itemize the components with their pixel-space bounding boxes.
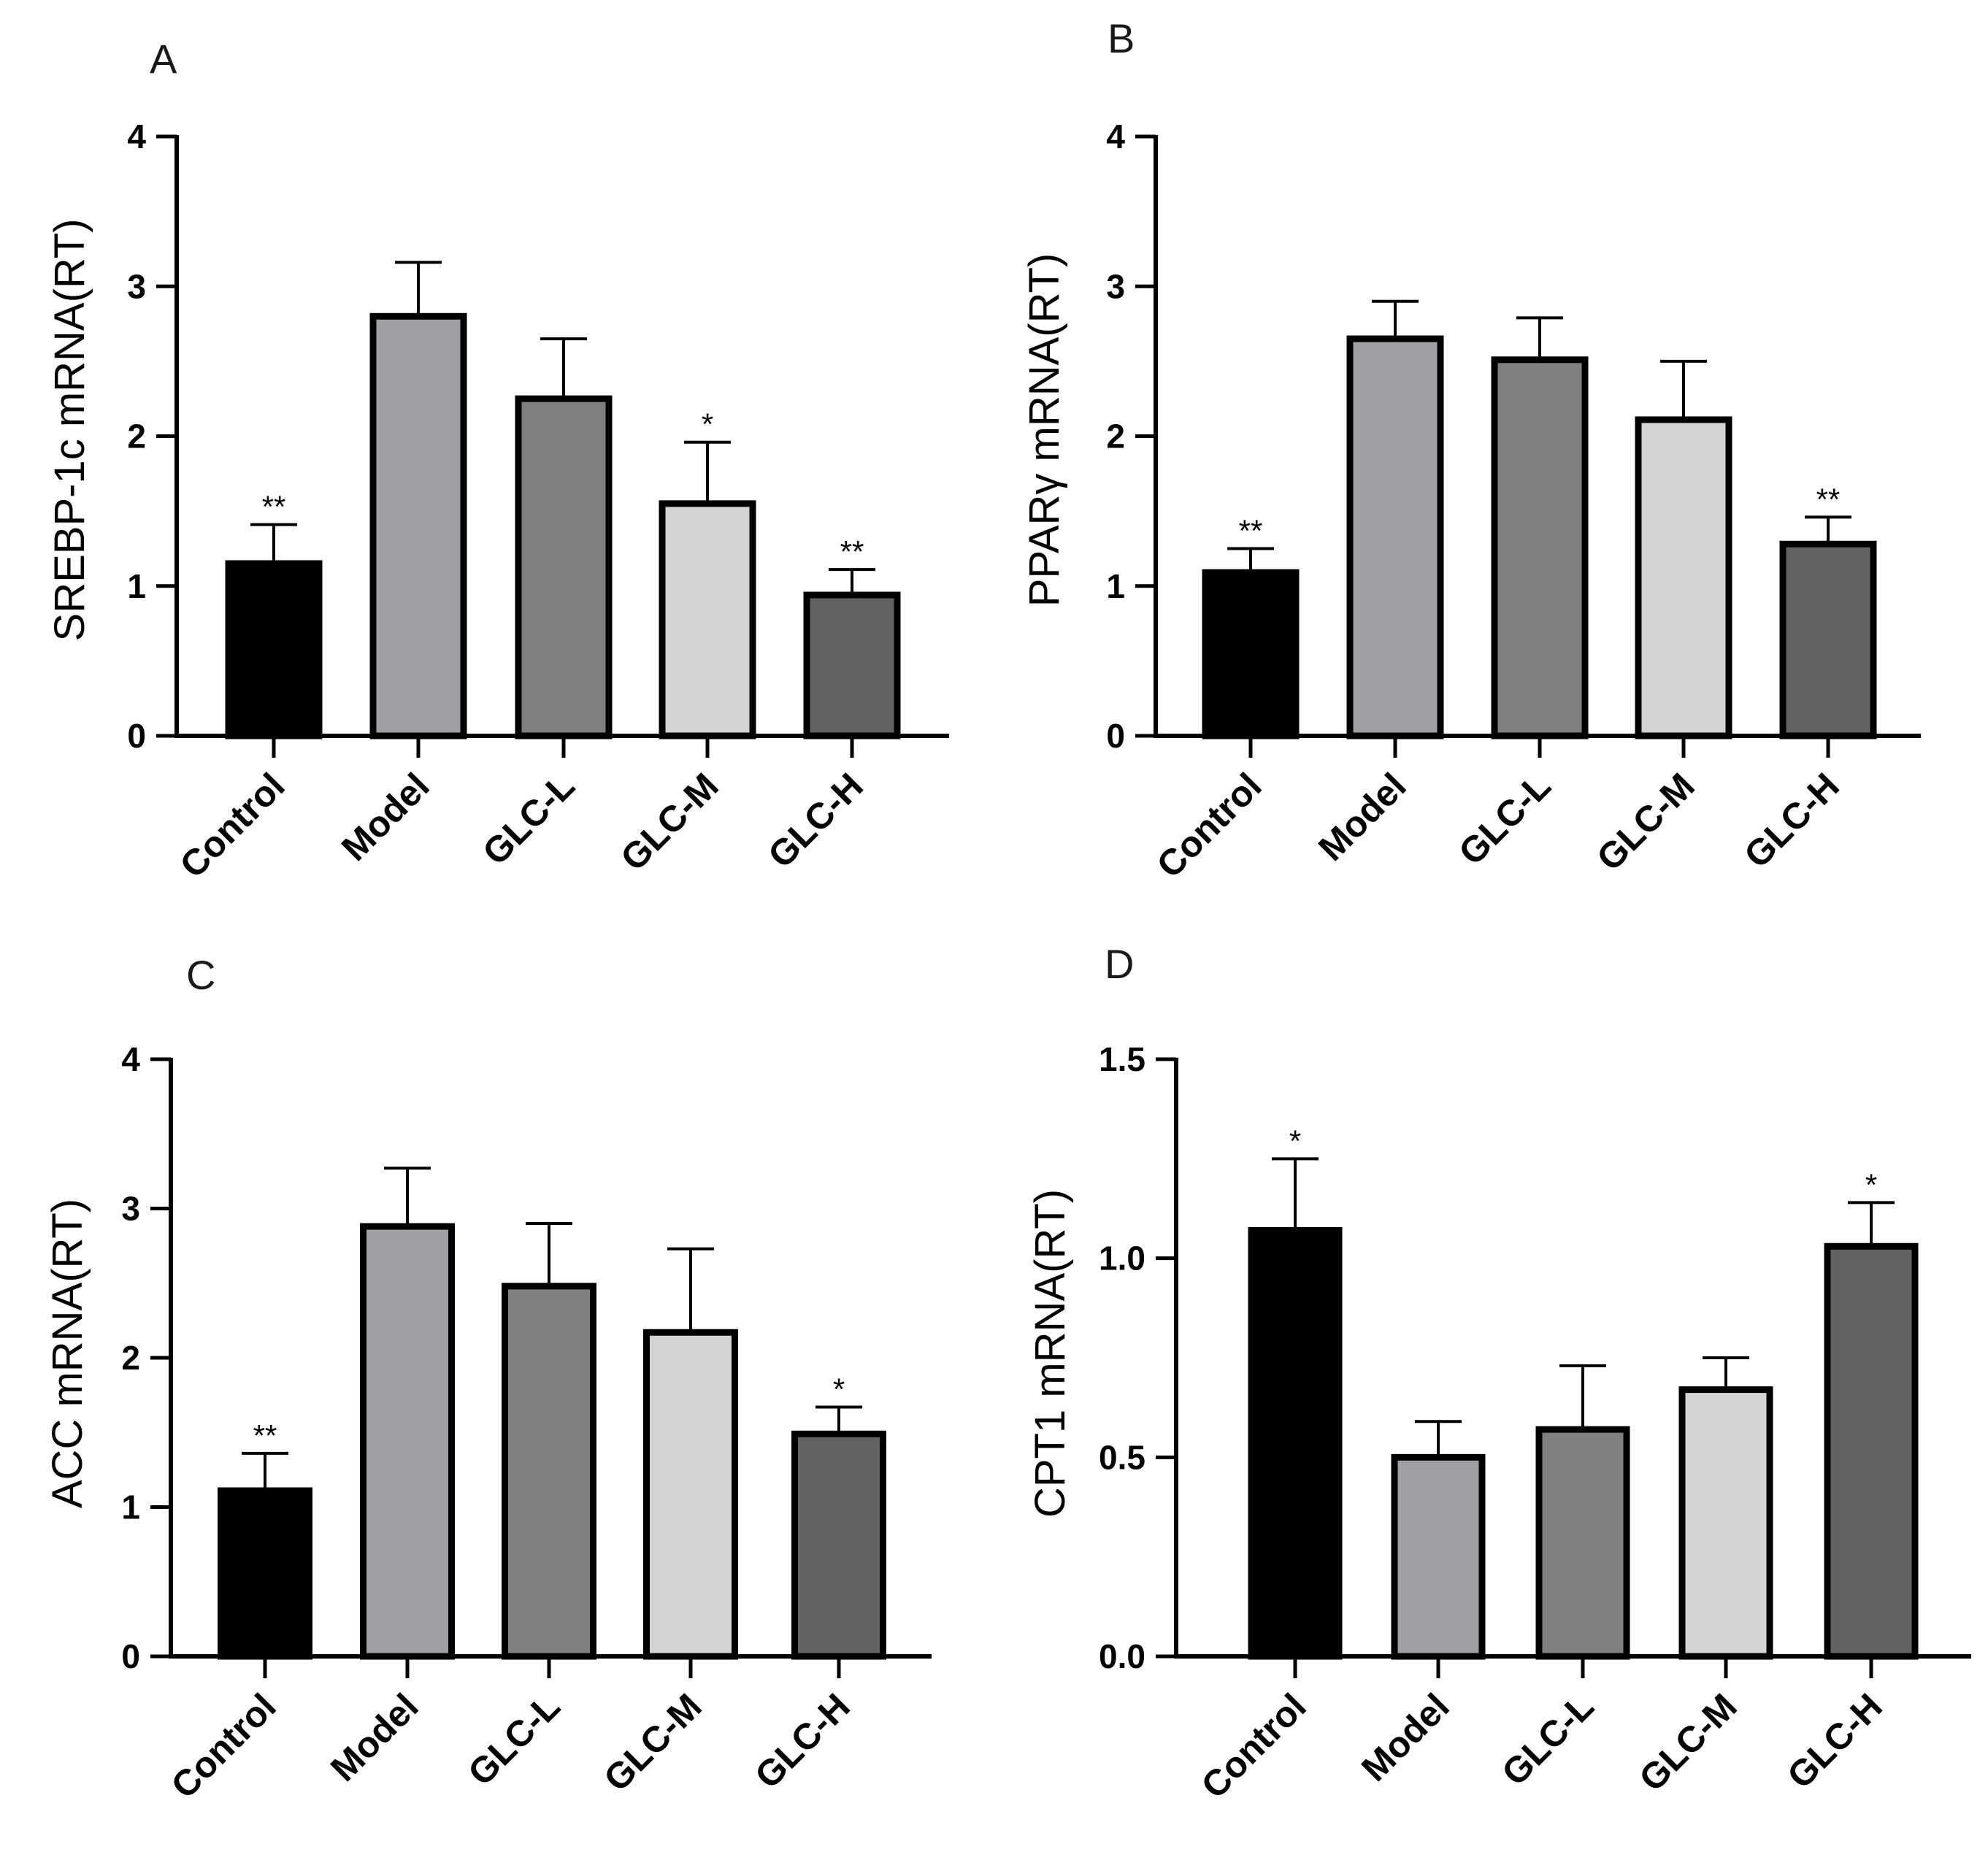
x-tick-label: Control [164, 1686, 284, 1806]
bar-glc-h [1824, 1242, 1919, 1660]
y-tick-label: 1.0 [1099, 1240, 1145, 1277]
bar-glc-l [515, 395, 613, 739]
significance-marker: ** [262, 490, 286, 524]
bar-glc-l [1491, 356, 1589, 739]
bar-glc-m [1678, 1386, 1773, 1660]
bar-control [1248, 1226, 1343, 1660]
bar-control [218, 1487, 312, 1660]
bar-model [1346, 335, 1444, 739]
x-tick-label: GLC-L [1451, 765, 1559, 873]
significance-marker: ** [1816, 482, 1841, 516]
x-tick-label: GLC-L [1494, 1686, 1602, 1794]
x-tick-label: Model [323, 1686, 426, 1789]
panel-letter: A [150, 36, 177, 82]
bar-glc-m [643, 1329, 738, 1660]
y-tick-label: 0 [127, 717, 146, 755]
y-tick-label: 0.0 [1099, 1637, 1145, 1675]
y-tick-label: 2 [1106, 418, 1125, 456]
y-tick-label: 3 [1106, 267, 1125, 305]
bar-glc-m [1635, 416, 1732, 739]
y-tick-label: 0 [121, 1637, 140, 1675]
x-tick-label: Model [1310, 765, 1414, 869]
bar-model [369, 312, 467, 739]
bar-glc-m [659, 500, 756, 739]
bar-glc-h [1779, 540, 1877, 739]
y-tick-label: 1 [127, 567, 146, 605]
y-tick-label: 4 [1106, 118, 1125, 155]
x-tick-label: GLC-H [760, 765, 871, 876]
bar-glc-l [1535, 1426, 1630, 1660]
x-tick-label: GLC-M [596, 1686, 709, 1799]
significance-marker: * [702, 407, 713, 442]
significance-marker: * [1865, 1167, 1877, 1202]
x-tick-label: GLC-L [475, 765, 583, 873]
x-tick-label: Model [334, 765, 437, 869]
bar-control [225, 560, 323, 739]
y-axis-label: SREBP-1c mRNA(RT) [46, 219, 93, 642]
x-tick-label: Control [1149, 765, 1270, 885]
significance-marker: ** [840, 534, 864, 569]
y-tick-label: 4 [121, 1040, 140, 1078]
bar-glc-h [803, 591, 901, 739]
significance-marker: * [1289, 1123, 1301, 1158]
bar-glc-l [502, 1283, 596, 1660]
x-tick-label: Model [1354, 1686, 1457, 1789]
y-tick-label: 3 [127, 267, 146, 305]
x-tick-label: GLC-L [460, 1686, 568, 1794]
y-tick-label: 1 [121, 1488, 140, 1526]
y-tick-label: 2 [127, 418, 146, 456]
panel-d: D CPT1 mRNA(RT) * * 0.0 0.5 1.0 1.5 Control Mod… [1026, 941, 1971, 1806]
bar-model [1391, 1453, 1486, 1660]
bar-glc-h [791, 1430, 886, 1660]
y-tick-label: 0.5 [1099, 1438, 1145, 1476]
y-tick-label: 0 [1106, 717, 1125, 755]
y-axis-label: PPARγ mRNA(RT) [1021, 253, 1068, 607]
y-tick-label: 1.5 [1099, 1040, 1145, 1078]
x-tick-label: GLC-H [1736, 765, 1847, 876]
significance-marker: * [833, 1372, 845, 1406]
panel-letter: C [186, 952, 215, 998]
x-tick-label: GLC-M [613, 765, 726, 878]
x-tick-label: GLC-M [1631, 1686, 1744, 1799]
bar-control [1202, 569, 1300, 739]
x-tick-label: Control [172, 765, 293, 885]
bar-model [360, 1223, 455, 1660]
y-tick-label: 3 [121, 1190, 140, 1228]
panel-b: B PPARγ mRNA(RT) ** ** 0 1 2 3 4 Control Model GL… [1021, 15, 1921, 885]
x-tick-label: Control [1194, 1686, 1314, 1806]
panel-letter: D [1105, 941, 1134, 987]
panel-letter: B [1108, 15, 1135, 61]
y-axis-label: CPT1 mRNA(RT) [1026, 1189, 1074, 1518]
y-tick-label: 1 [1106, 567, 1125, 605]
significance-marker: ** [1239, 513, 1263, 547]
significance-marker: ** [253, 1418, 277, 1453]
x-tick-label: GLC-H [747, 1686, 858, 1797]
y-tick-label: 2 [121, 1339, 140, 1377]
x-tick-label: GLC-H [1779, 1686, 1890, 1797]
y-tick-label: 4 [127, 118, 146, 155]
x-tick-label: GLC-M [1589, 765, 1702, 878]
y-axis-label: ACC mRNA(RT) [44, 1199, 91, 1508]
